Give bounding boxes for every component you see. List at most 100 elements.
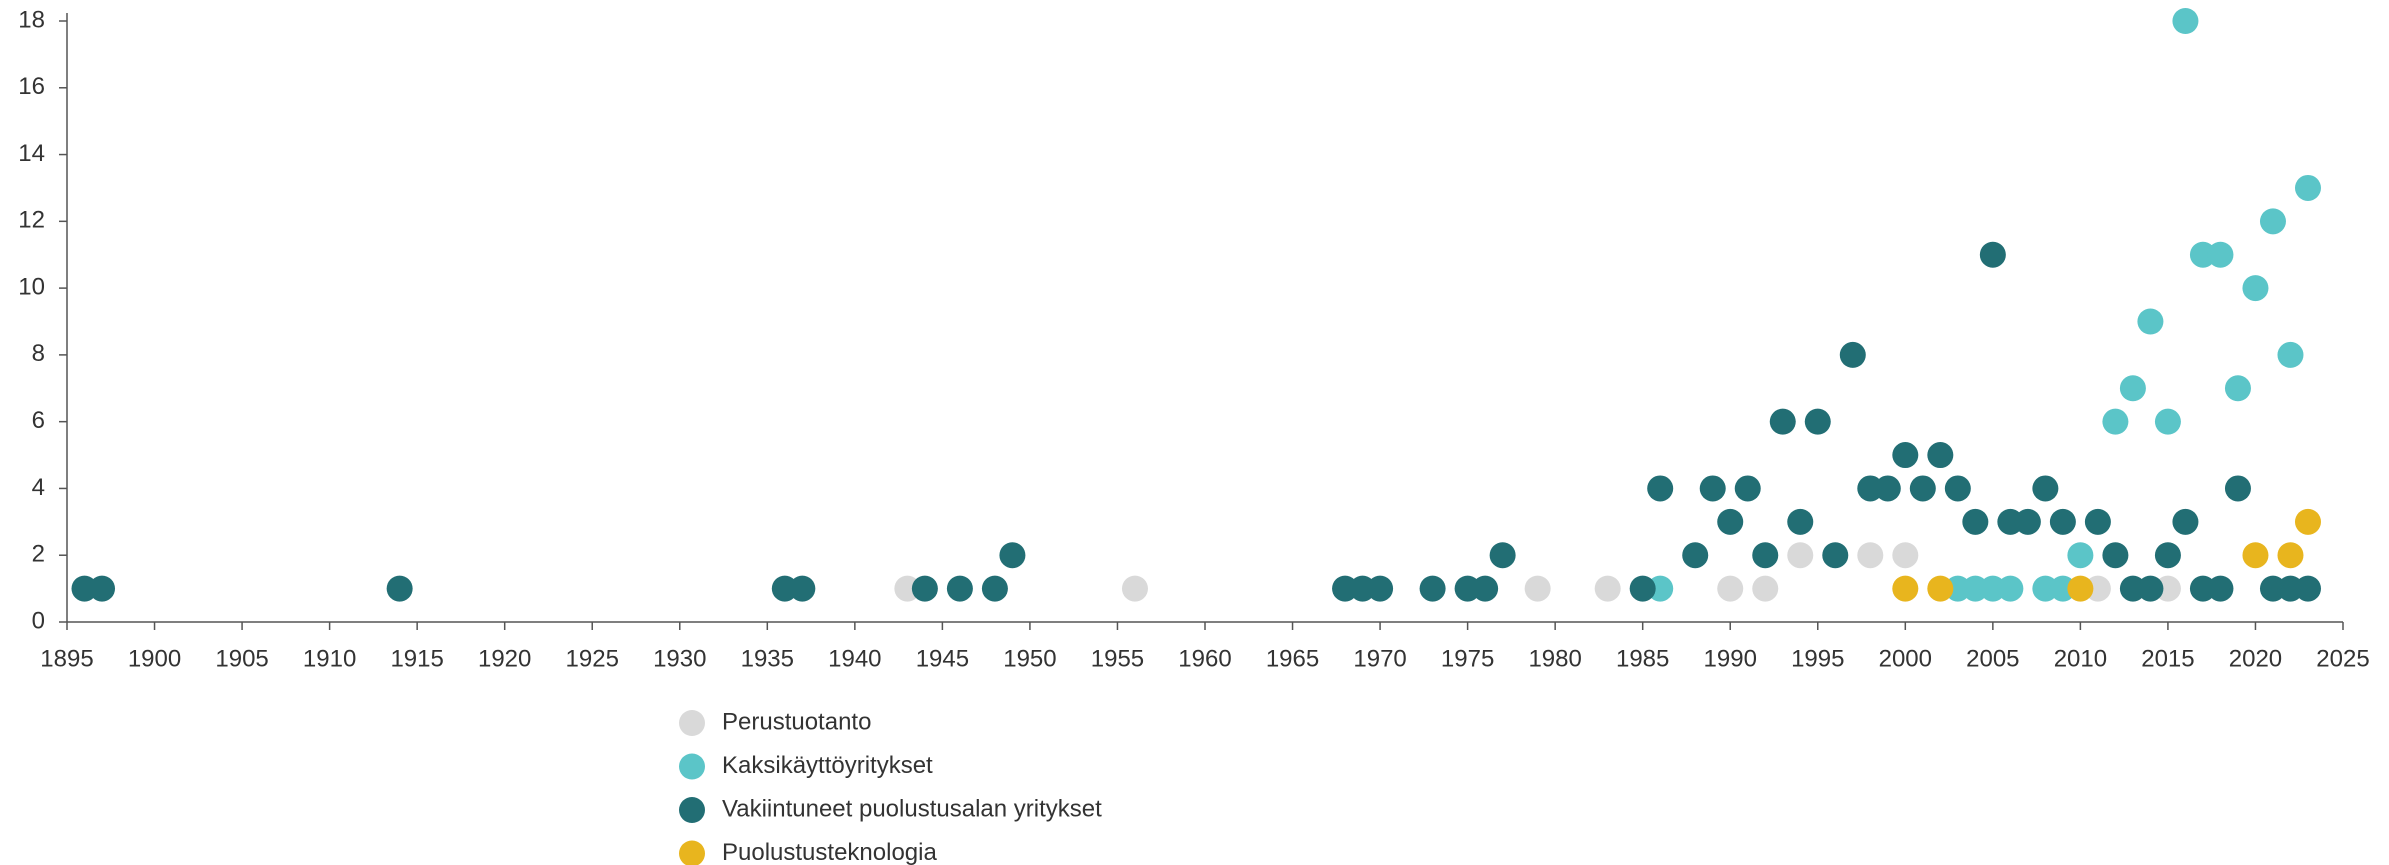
x-tick-label: 1905	[215, 645, 268, 672]
x-tick-label: 1900	[128, 645, 181, 672]
x-tick-label: 1895	[40, 645, 93, 672]
x-tick-label: 1940	[828, 645, 881, 672]
legend-swatch	[679, 840, 705, 865]
point	[2259, 208, 2286, 235]
x-tick-label: 1965	[1266, 645, 1319, 672]
x-tick-label: 1935	[741, 645, 794, 672]
y-tick-label: 10	[18, 273, 45, 300]
y-tick-label: 12	[18, 207, 45, 234]
point	[1121, 575, 1148, 602]
y-tick-label: 16	[18, 73, 45, 100]
point	[2277, 542, 2304, 569]
legend-label: Puolustusteknologia	[722, 839, 937, 865]
point	[1594, 575, 1621, 602]
x-tick-label: 1970	[1353, 645, 1406, 672]
point	[2067, 542, 2094, 569]
point	[1839, 341, 1866, 368]
point	[1997, 575, 2024, 602]
point	[2294, 508, 2321, 535]
point	[1962, 508, 1989, 535]
point	[2032, 475, 2059, 502]
point	[1927, 575, 1954, 602]
x-tick-label: 2025	[2316, 645, 2369, 672]
y-tick-label: 0	[32, 607, 45, 634]
point	[1857, 542, 1884, 569]
point	[1787, 542, 1814, 569]
x-tick-label: 2010	[2054, 645, 2107, 672]
point	[1804, 408, 1831, 435]
legend-swatch	[679, 710, 705, 736]
x-tick-label: 1980	[1528, 645, 1581, 672]
point	[1699, 475, 1726, 502]
point	[981, 575, 1008, 602]
x-tick-label: 1975	[1441, 645, 1494, 672]
point	[1419, 575, 1446, 602]
legend-label: Perustuotanto	[722, 708, 871, 735]
x-tick-label: 1955	[1091, 645, 1144, 672]
point	[1472, 575, 1499, 602]
point	[1682, 542, 1709, 569]
point	[1717, 575, 1744, 602]
point	[2242, 542, 2269, 569]
point	[911, 575, 938, 602]
point	[1769, 408, 1796, 435]
legend-swatch	[679, 753, 705, 780]
point	[1979, 241, 2006, 268]
point	[2049, 508, 2076, 535]
point	[1944, 475, 1971, 502]
point	[1489, 542, 1516, 569]
point	[89, 575, 116, 602]
legend-swatch	[679, 797, 705, 823]
point	[2154, 408, 2181, 435]
point	[2154, 542, 2181, 569]
x-tick-label: 1920	[478, 645, 531, 672]
x-tick-label: 2020	[2229, 645, 2282, 672]
point	[2084, 508, 2111, 535]
x-tick-label: 1945	[916, 645, 969, 672]
point	[946, 575, 973, 602]
point	[2102, 542, 2129, 569]
point	[2102, 408, 2129, 435]
point	[1752, 575, 1779, 602]
point	[1367, 575, 1394, 602]
point	[999, 542, 1026, 569]
x-tick-label: 1930	[653, 645, 706, 672]
point	[1892, 575, 1919, 602]
y-tick-label: 14	[18, 140, 45, 167]
x-tick-label: 1990	[1704, 645, 1757, 672]
y-tick-label: 6	[32, 407, 45, 434]
point	[1909, 475, 1936, 502]
x-tick-label: 1985	[1616, 645, 1669, 672]
point	[2294, 174, 2321, 201]
x-tick-label: 2000	[1879, 645, 1932, 672]
point	[1734, 475, 1761, 502]
point	[2172, 8, 2199, 34]
point	[1892, 542, 1919, 569]
point	[1629, 575, 1656, 602]
point	[1524, 575, 1551, 602]
point	[1822, 542, 1849, 569]
x-tick-label: 1960	[1178, 645, 1231, 672]
x-tick-label: 1910	[303, 645, 356, 672]
y-tick-label: 4	[32, 474, 45, 501]
point	[1927, 442, 1954, 469]
x-tick-label: 1915	[390, 645, 443, 672]
point	[2137, 575, 2164, 602]
point	[2207, 575, 2234, 602]
point	[2014, 508, 2041, 535]
legend-label: Vakiintuneet puolustusalan yritykset	[722, 795, 1102, 822]
point	[2294, 575, 2321, 602]
point	[1717, 508, 1744, 535]
x-tick-label: 1950	[1003, 645, 1056, 672]
y-tick-label: 2	[32, 541, 45, 568]
point	[2137, 308, 2164, 335]
point	[789, 575, 816, 602]
point	[2224, 375, 2251, 402]
point	[2224, 475, 2251, 502]
legend-label: Kaksikäyttöyritykset	[722, 752, 933, 779]
point	[2242, 275, 2269, 302]
y-tick-label: 8	[32, 340, 45, 367]
point	[2207, 241, 2234, 268]
